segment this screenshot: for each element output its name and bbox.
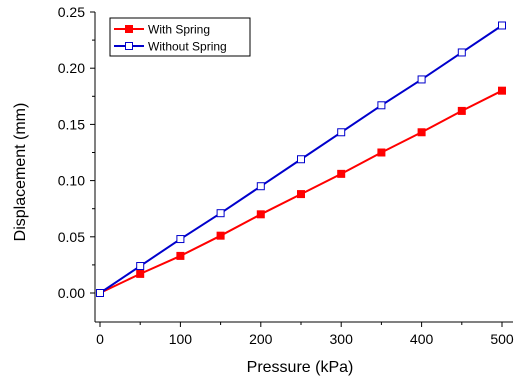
legend-item: Without Spring <box>114 40 227 54</box>
data-point <box>256 182 265 191</box>
x-tick-label: 0 <box>96 331 104 347</box>
data-point <box>417 75 426 84</box>
data-point <box>377 148 386 157</box>
data-point <box>176 235 185 244</box>
tick-marks <box>90 11 503 327</box>
y-tick-label: 0.15 <box>58 116 85 132</box>
data-point <box>377 101 386 110</box>
legend-label: Without Spring <box>148 40 227 54</box>
y-axis-label: Displacement (mm) <box>12 103 29 242</box>
x-tick-label: 200 <box>249 331 273 347</box>
tick-labels: 0 100 200 300 400 500 0.00 0.05 0.10 0.15 0.20 0.25 <box>58 4 514 347</box>
x-tick-label: 400 <box>410 331 434 347</box>
data-point <box>457 106 466 115</box>
axes <box>94 12 513 323</box>
legend-item: With Spring <box>114 23 210 37</box>
y-tick-label: 0.00 <box>58 285 85 301</box>
data-point <box>457 48 466 57</box>
x-axis-label: Pressure (kPa) <box>247 359 354 376</box>
data-point <box>498 86 506 95</box>
data-point <box>417 128 426 137</box>
y-tick-label: 0.10 <box>58 173 85 189</box>
legend-box <box>109 17 251 57</box>
data-point <box>216 209 225 218</box>
data-point <box>297 190 305 199</box>
series-1 <box>96 86 506 297</box>
data-point <box>136 269 145 278</box>
data-point <box>297 155 305 164</box>
y-tick-label: 0.05 <box>58 229 85 245</box>
series-2 <box>96 21 506 297</box>
legend-marker <box>125 42 133 50</box>
data-point <box>216 231 225 240</box>
data-point <box>136 262 145 271</box>
plot-area <box>96 21 506 297</box>
legend: With Spring Without Spring <box>109 17 251 57</box>
legend-marker <box>125 25 133 33</box>
legend-label: With Spring <box>148 23 210 37</box>
data-point <box>96 289 104 297</box>
data-point <box>498 21 506 30</box>
y-tick-label: 0.25 <box>58 4 85 20</box>
x-tick-label: 100 <box>169 331 193 347</box>
data-point <box>337 169 346 178</box>
x-tick-label: 500 <box>490 331 514 347</box>
data-point <box>337 128 346 137</box>
data-point <box>256 210 265 219</box>
y-tick-label: 0.20 <box>58 60 85 76</box>
x-tick-label: 300 <box>330 331 354 347</box>
data-point <box>176 251 185 260</box>
